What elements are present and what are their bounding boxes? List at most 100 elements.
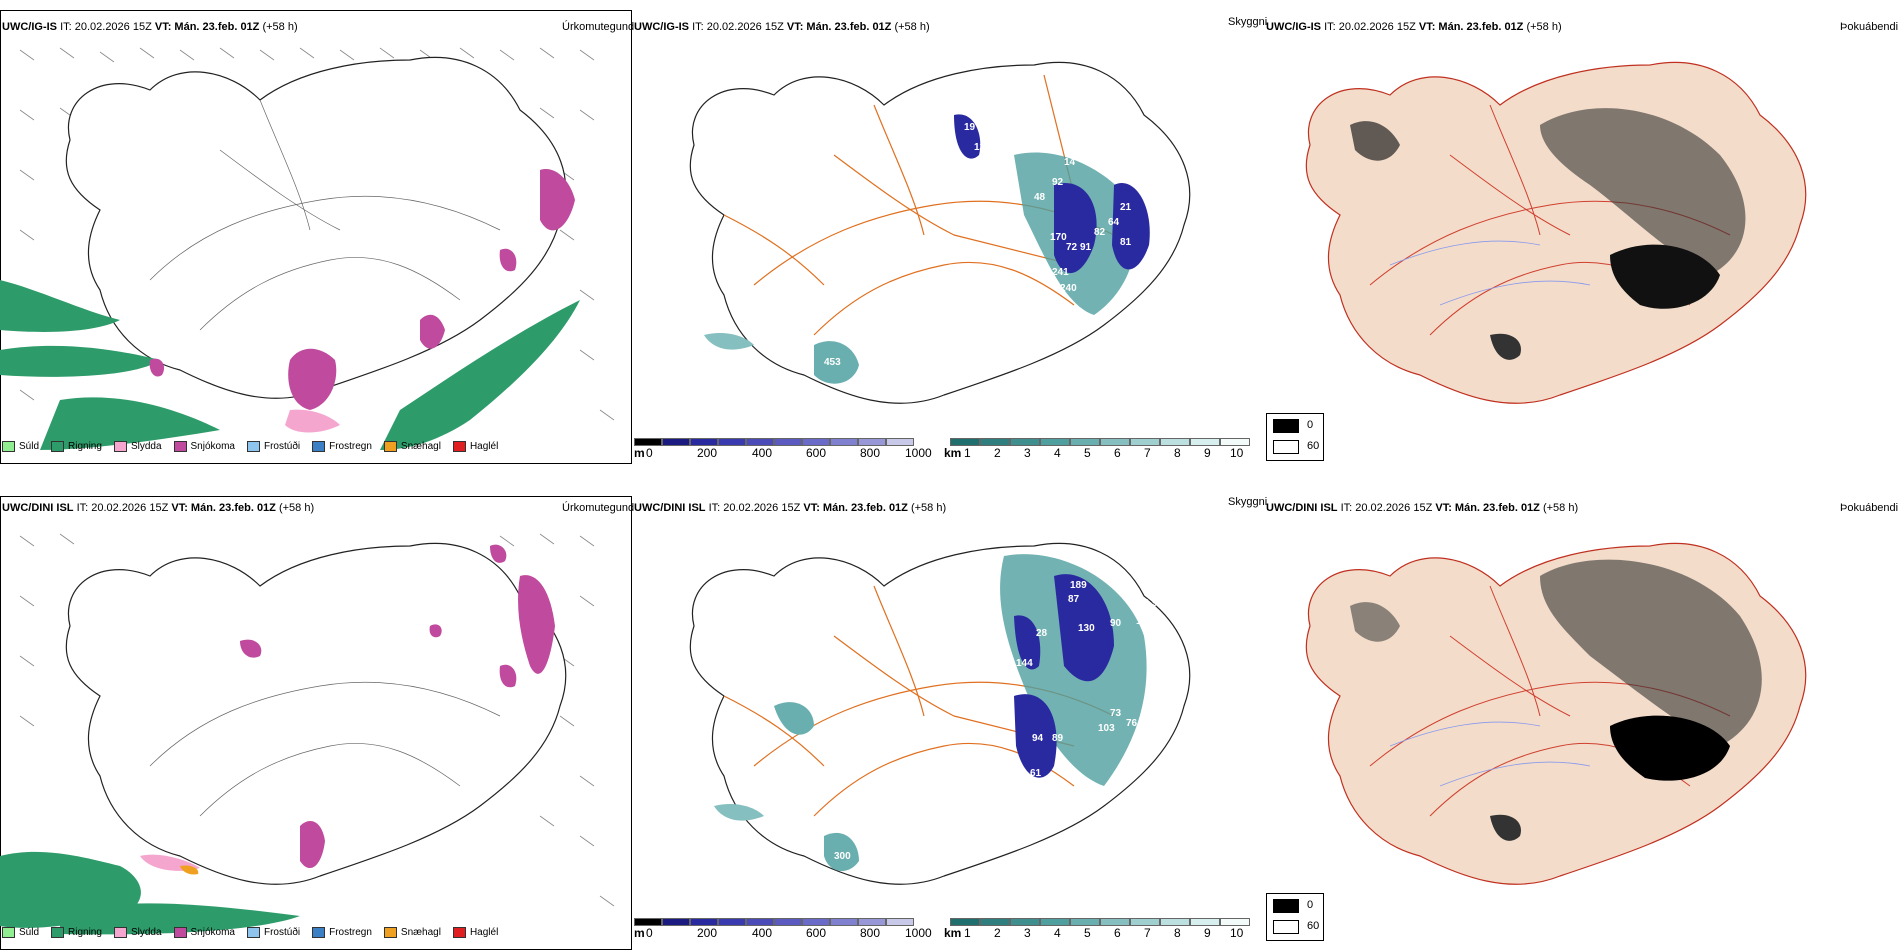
vis-tick: 3 bbox=[1024, 446, 1031, 460]
valid-time: Mán. 23.feb. 01Z bbox=[1438, 21, 1524, 33]
legend-label: Rigning bbox=[68, 927, 102, 938]
precip-legend: Súld Rigning Slydda Snjókoma Frostúði Fr… bbox=[2, 441, 498, 452]
vis-tick: 2 bbox=[994, 446, 1001, 460]
height-seg bbox=[774, 438, 802, 446]
height-tick: 400 bbox=[752, 926, 773, 940]
height-seg bbox=[858, 438, 886, 446]
vis-tick: 2 bbox=[994, 926, 1001, 940]
iceland-outline bbox=[65, 56, 567, 399]
height-seg bbox=[662, 438, 690, 446]
height-seg bbox=[858, 918, 886, 926]
vis-value: 86 bbox=[1138, 598, 1150, 609]
fog-header: UWC/IG-IS IT: 20.02.2026 15Z VT: Mán. 23… bbox=[1266, 21, 1562, 33]
vis-value: 87 bbox=[1068, 594, 1080, 605]
vis-title: Skyggni bbox=[1228, 16, 1268, 28]
legend-item: Frostregn bbox=[312, 927, 372, 938]
vis-value-labels: 19 14 13 92 48 170 72 91 82 64 81 241 24… bbox=[824, 122, 1161, 368]
vis-tick: 4 bbox=[1054, 926, 1061, 940]
precip-map bbox=[0, 47, 615, 450]
valid-time: Mán. 23.feb. 01Z bbox=[806, 21, 892, 33]
vis-unit: km bbox=[944, 926, 962, 940]
precip-header: UWC/DINI ISL IT: 20.02.2026 15Z VT: Mán.… bbox=[2, 502, 314, 514]
vis-seg bbox=[1190, 438, 1220, 446]
height-seg bbox=[634, 438, 662, 446]
vis-seg bbox=[950, 438, 980, 446]
cloud-label-60: 60 bbox=[1307, 920, 1320, 932]
cloud-label-0: 0 bbox=[1307, 419, 1314, 431]
vis-seg bbox=[950, 918, 980, 926]
lead-time: (+58 h) bbox=[910, 502, 947, 514]
vis-value: 64 bbox=[1108, 217, 1120, 228]
vis-value: 97 bbox=[1152, 598, 1164, 609]
vis-seg bbox=[1220, 918, 1250, 926]
lead-time: (+58 h) bbox=[262, 21, 298, 33]
fog-title: Þokuábendi bbox=[1840, 21, 1899, 33]
vis-value: 130 bbox=[1078, 623, 1095, 634]
legend-item: Súld bbox=[2, 441, 39, 452]
vis-seg bbox=[1040, 438, 1070, 446]
vis-seg bbox=[1130, 438, 1160, 446]
precip-title: Úrkomutegund bbox=[562, 21, 635, 33]
vis-value: 89 bbox=[1052, 733, 1064, 744]
legend-swatch bbox=[312, 927, 326, 938]
vis-value: 76 bbox=[1126, 718, 1138, 729]
vis-seg bbox=[1070, 918, 1100, 926]
legend-label: Frostúði bbox=[263, 441, 301, 452]
wind-barbs bbox=[19, 47, 615, 421]
legend-label: Frostregn bbox=[329, 927, 372, 938]
vis-value: 103 bbox=[1098, 723, 1115, 734]
legend-item: Snæhagl bbox=[383, 927, 441, 938]
legend-swatch bbox=[452, 441, 466, 452]
vis-tick: 4 bbox=[1054, 446, 1061, 460]
legend-item: Haglél bbox=[452, 927, 498, 938]
legend-swatch bbox=[2, 441, 15, 452]
fog-title: Þokuábendi bbox=[1840, 502, 1899, 514]
vis-value: 189 bbox=[1070, 580, 1087, 591]
height-seg bbox=[802, 918, 830, 926]
vis-value: 48 bbox=[1034, 192, 1046, 203]
precip-map bbox=[0, 533, 615, 935]
vis-value: 126 bbox=[1112, 580, 1129, 591]
height-tick: 600 bbox=[806, 446, 827, 460]
height-unit: m bbox=[634, 446, 645, 460]
vis-title: Skyggni bbox=[1228, 496, 1268, 508]
vis-tick: 9 bbox=[1204, 446, 1211, 460]
vis-seg bbox=[980, 438, 1010, 446]
valid-label: VT: bbox=[1435, 502, 1452, 514]
init-time: IT: 20.02.2026 15Z bbox=[76, 502, 169, 514]
vis-header: UWC/IG-IS IT: 20.02.2026 15Z VT: Mán. 23… bbox=[634, 21, 930, 33]
legend-label: Frostregn bbox=[329, 441, 372, 452]
fog-header: UWC/DINI ISL IT: 20.02.2026 15Z VT: Mán.… bbox=[1266, 502, 1578, 514]
legend-item: Frostúði bbox=[246, 927, 300, 938]
vis-value: 13 bbox=[974, 142, 986, 153]
vis-value: 94 bbox=[1032, 733, 1044, 744]
vis-value: 14 bbox=[1064, 157, 1076, 168]
vis-value: 25 bbox=[1146, 187, 1158, 198]
vis-value: 81 bbox=[1120, 237, 1132, 248]
cloud-swatch-0 bbox=[1273, 899, 1299, 913]
cloud-legend: 0 60 bbox=[1266, 413, 1324, 461]
vis-tick: 7 bbox=[1144, 446, 1151, 460]
legend-label: Snæhagl bbox=[400, 927, 441, 938]
height-tick: 200 bbox=[697, 926, 718, 940]
vis-tick: 5 bbox=[1084, 926, 1091, 940]
height-scale bbox=[634, 918, 934, 932]
vis-value: 30 bbox=[1134, 177, 1146, 188]
height-tick: 400 bbox=[752, 446, 773, 460]
vis-tick: 10 bbox=[1230, 446, 1244, 460]
legend-item: Snjókoma bbox=[173, 927, 235, 938]
precip-title: Úrkomutegund bbox=[562, 502, 635, 514]
cloud-swatch-60 bbox=[1273, 440, 1299, 454]
height-seg bbox=[634, 918, 662, 926]
height-seg bbox=[746, 918, 774, 926]
model-name: UWC/DINI ISL bbox=[634, 502, 706, 514]
vis-seg bbox=[1100, 918, 1130, 926]
init-time: IT: 20.02.2026 15Z bbox=[1340, 502, 1433, 514]
row-2: UWC/DINI ISL IT: 20.02.2026 15Z VT: Mán.… bbox=[0, 480, 1900, 950]
vis-value-labels: 189 87 126 86 90 154 130 28 144 73 103 7… bbox=[834, 580, 1164, 862]
vis-seg bbox=[1190, 918, 1220, 926]
legend-item: Súld bbox=[2, 927, 39, 938]
legend-swatch bbox=[452, 927, 466, 938]
vis-value: 19 bbox=[964, 122, 976, 133]
legend-swatch bbox=[113, 441, 127, 452]
